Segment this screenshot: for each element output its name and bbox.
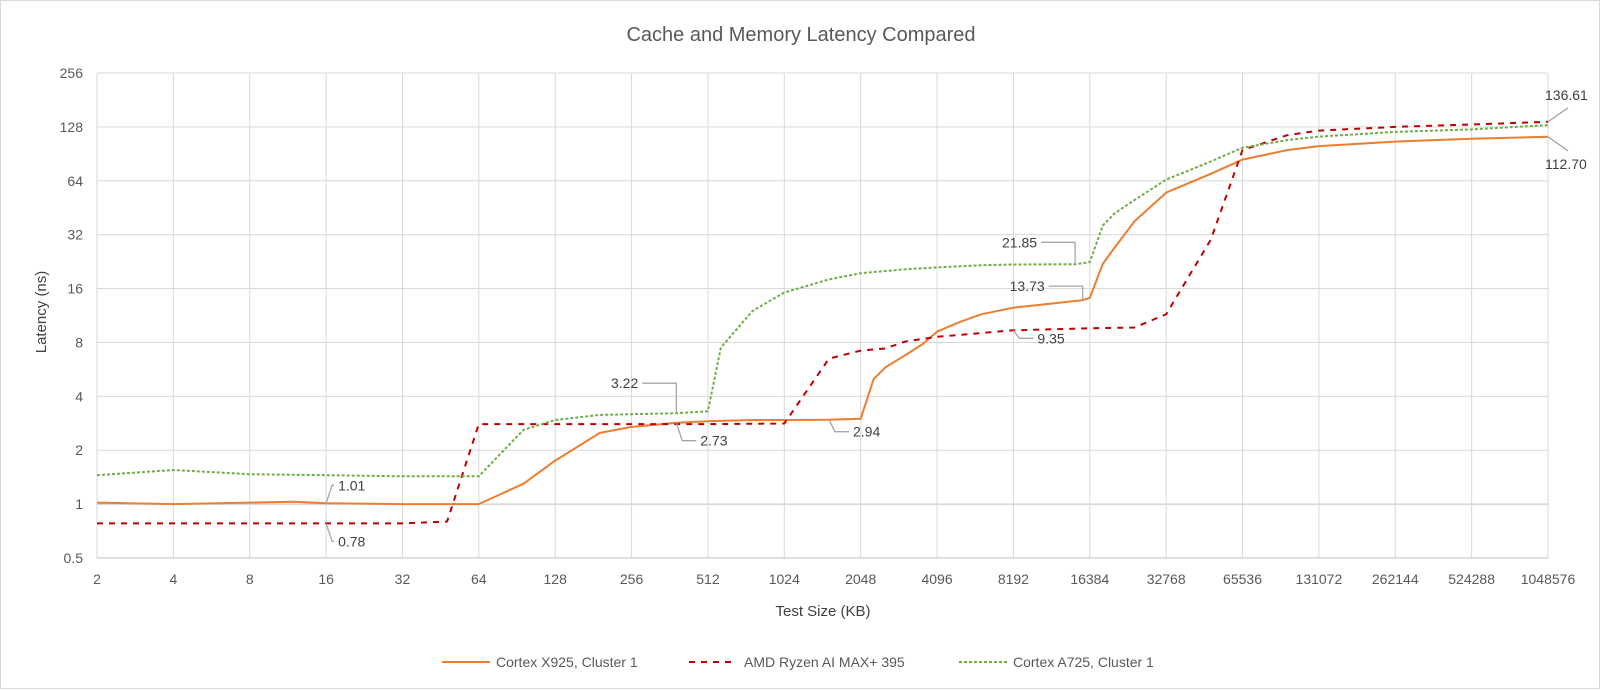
x-tick-label: 262144 <box>1372 571 1419 587</box>
y-tick-label: 256 <box>60 65 84 81</box>
x-tick-label: 4 <box>169 571 177 587</box>
annotation-label: 1.01 <box>338 477 365 493</box>
annotation-leader <box>1547 107 1569 123</box>
legend-label-ryzen: AMD Ryzen AI MAX+ 395 <box>744 654 905 670</box>
y-tick-label: 1 <box>75 496 83 512</box>
x-tick-label: 4096 <box>921 571 952 587</box>
x-tick-label: 2048 <box>845 571 876 587</box>
annotation-label: 9.35 <box>1037 330 1064 346</box>
x-tick-label: 16 <box>318 571 334 587</box>
annotation-leader <box>828 419 849 433</box>
x-tick-label: 1048576 <box>1521 571 1576 587</box>
annotation-label: 136.61 <box>1545 87 1588 103</box>
x-tick-label: 512 <box>696 571 720 587</box>
annotations: 1.01 0.78 3.22 2.73 2.94 21.85 13.73 9.35 136.61… <box>325 87 1588 549</box>
chart-title: Cache and Memory Latency Compared <box>626 24 975 46</box>
gridlines <box>96 72 1549 559</box>
x-tick-label: 32 <box>395 571 411 587</box>
series-lines <box>96 120 1549 525</box>
y-tick-label: 4 <box>75 388 83 404</box>
x-tick-label: 65536 <box>1223 571 1262 587</box>
x-tick-labels: 2 4 8 16 32 64 128 256 512 1024 2048 4096 8192 16384 3… <box>93 571 1575 587</box>
x-tick-label: 8192 <box>998 571 1029 587</box>
y-tick-label: 8 <box>75 334 83 350</box>
annotation-label: 2.73 <box>700 433 727 449</box>
annotation-leader <box>642 382 677 414</box>
x-tick-label: 131072 <box>1296 571 1343 587</box>
annotation-leader <box>1012 329 1034 339</box>
series-line-a725 <box>96 124 1549 478</box>
annotation-leader <box>1547 136 1569 152</box>
x-tick-label: 32768 <box>1147 571 1186 587</box>
legend-label-a725: Cortex A725, Cluster 1 <box>1013 654 1154 670</box>
annotation-leader <box>1041 241 1076 265</box>
y-axis-label: Latency (ns) <box>33 271 50 354</box>
x-tick-label: 64 <box>471 571 487 587</box>
x-tick-label: 2 <box>93 571 101 587</box>
annotation-leader <box>675 422 697 442</box>
annotation-leader <box>325 523 335 543</box>
x-axis-label: Test Size (KB) <box>775 603 870 620</box>
legend-label-x925: Cortex X925, Cluster 1 <box>496 654 638 670</box>
annotation-leader <box>1048 285 1084 301</box>
annotation-label: 112.70 <box>1545 156 1587 172</box>
x-tick-label: 8 <box>246 571 254 587</box>
series-line-ryzen <box>97 120 1549 525</box>
x-tick-label: 524288 <box>1448 571 1495 587</box>
annotation-label: 2.94 <box>853 424 880 440</box>
x-tick-label: 16384 <box>1070 571 1109 587</box>
x-tick-label: 1024 <box>769 571 800 587</box>
y-tick-label: 64 <box>67 173 83 189</box>
x-tick-label: 128 <box>544 571 568 587</box>
y-tick-label: 32 <box>67 227 83 243</box>
y-tick-label: 16 <box>67 281 83 297</box>
x-tick-label: 256 <box>620 571 644 587</box>
annotation-label: 21.85 <box>1002 234 1037 250</box>
annotation-label: 3.22 <box>611 375 638 391</box>
y-tick-label: 0.5 <box>64 550 84 566</box>
annotation-label: 13.73 <box>1010 278 1045 294</box>
legend: Cortex X925, Cluster 1 AMD Ryzen AI MAX+… <box>442 654 1154 670</box>
series-line-x925 <box>96 135 1549 506</box>
y-tick-label: 128 <box>60 119 84 135</box>
y-tick-label: 2 <box>75 442 83 458</box>
y-tick-labels: 0.5 1 2 4 8 16 32 64 128 256 <box>60 65 84 566</box>
annotation-leader <box>325 484 335 504</box>
annotation-label: 0.78 <box>338 533 365 549</box>
